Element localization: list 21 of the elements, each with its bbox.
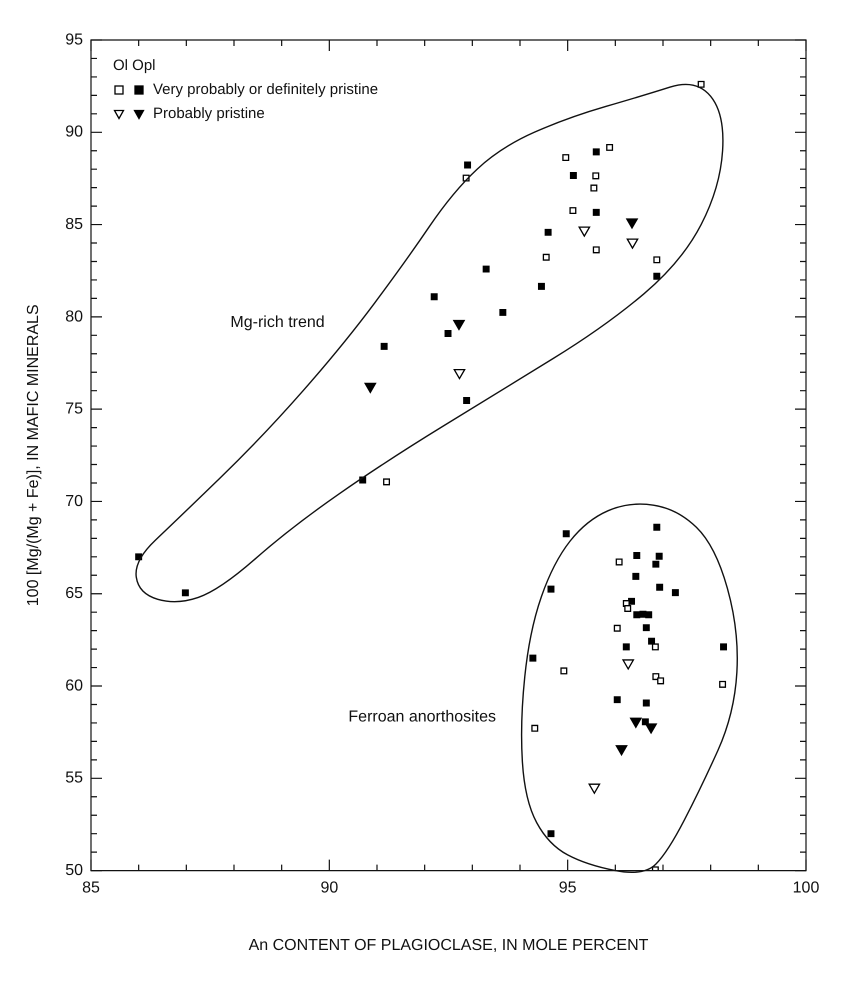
y-tick-label: 55 [65, 770, 84, 787]
y-axis-title: 100 [Mg/(Mg + Fe)], IN MAFIC MINERALS [25, 304, 42, 606]
y-tick-label: 70 [65, 492, 84, 510]
x-tick-label: 90 [320, 880, 338, 897]
y-tick-label: 90 [65, 124, 84, 141]
x-tick-label: 85 [82, 880, 100, 897]
y-tick-label: 75 [65, 400, 84, 418]
x-tick-label: 95 [558, 880, 577, 897]
annotation: Mg-rich trend [230, 314, 325, 331]
legend-label: Very probably or definitely pristine [152, 81, 378, 98]
y-tick-label: 65 [65, 585, 84, 602]
legend-label: Probably pristine [152, 105, 265, 122]
y-tick-label: 60 [65, 677, 84, 694]
y-tick-label: 80 [65, 308, 84, 326]
x-tick-label: 100 [792, 880, 820, 897]
y-tick-label: 95 [65, 31, 84, 48]
y-tick-label: 85 [65, 216, 84, 233]
x-axis-title: An CONTENT OF PLAGIOCLASE, IN MOLE PERCENT [248, 936, 649, 954]
y-tick-label: 50 [65, 862, 84, 880]
annotation: Ferroan anorthosites [348, 708, 496, 726]
legend-title: Ol Opl [112, 56, 156, 76]
